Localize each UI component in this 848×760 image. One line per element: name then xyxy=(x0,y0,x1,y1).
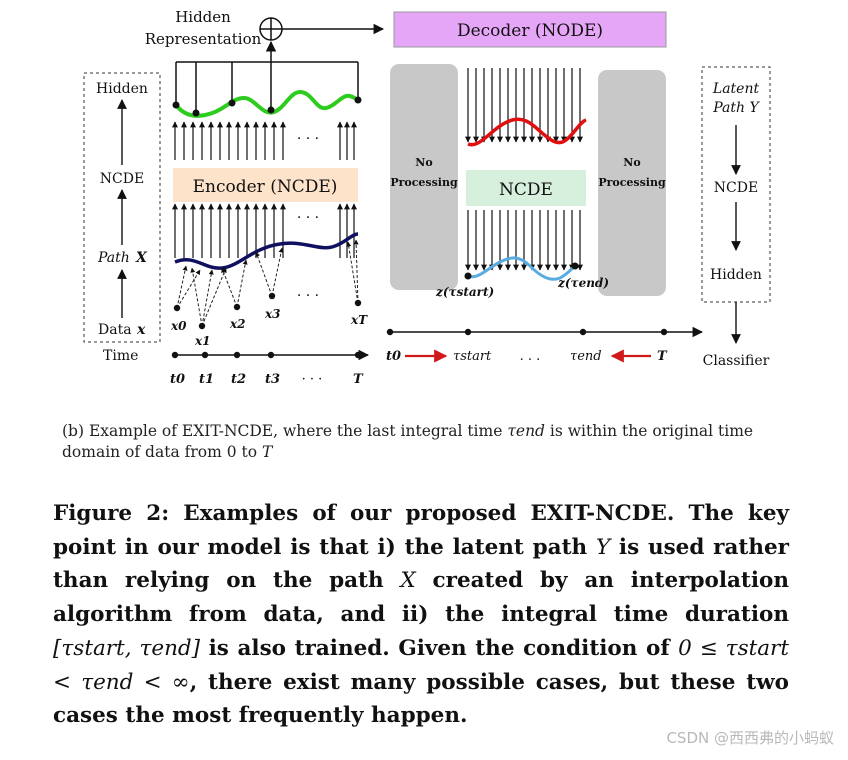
right-latent-label: Latent xyxy=(712,81,760,97)
time-tick-t2: t2 xyxy=(231,372,246,387)
data-point-x1: x1 xyxy=(194,334,211,348)
ncde-box xyxy=(466,170,586,206)
no-processing-right xyxy=(598,70,666,296)
axis-dots: . . . xyxy=(520,349,541,364)
dots-data: · · · xyxy=(297,288,319,304)
hidden-curve xyxy=(174,89,359,118)
time-tick-dots: · · · xyxy=(302,372,323,387)
time-tick-t0: t0 xyxy=(170,372,185,387)
right-ncde-label: NCDE xyxy=(714,180,758,196)
encoder-label: Encoder (NCDE) xyxy=(193,177,338,197)
concat-operator-icon xyxy=(259,17,283,41)
left-hidden-label: Hidden xyxy=(96,81,148,97)
left-path-var: X xyxy=(135,250,148,266)
subcaption: (b) Example of EXIT-NCDE, where the last… xyxy=(62,422,754,461)
encoder-output-arrows xyxy=(172,121,357,160)
ncde-label: NCDE xyxy=(499,180,553,200)
right-hidden-label: Hidden xyxy=(710,267,762,283)
dots-top: · · · xyxy=(297,131,319,147)
svg-text:Processing: Processing xyxy=(390,176,458,189)
figure-caption: Figure 2: Examples of our proposed EXIT-… xyxy=(53,501,789,729)
axis-tau-end: τend xyxy=(570,349,602,364)
classifier-label: Classifier xyxy=(703,353,770,369)
decoder-label: Decoder (NODE) xyxy=(457,21,603,41)
time-label: Time xyxy=(103,348,138,364)
encoder-input-arrows xyxy=(172,203,357,258)
time-tick-T: T xyxy=(353,372,364,387)
data-point-x0: x0 xyxy=(170,319,187,333)
svg-text:Processing: Processing xyxy=(598,176,666,189)
data-points xyxy=(173,292,362,330)
latent-curve-red xyxy=(467,117,587,147)
data-point-x3: x3 xyxy=(264,307,281,321)
svg-text:No: No xyxy=(623,156,640,169)
hidden-bracket xyxy=(175,61,359,113)
exit-ncde-diagram: Hidden Representation Decoder (NODE) Hid… xyxy=(83,8,771,387)
data-point-x2: x2 xyxy=(229,317,246,331)
left-data-label: Data xyxy=(98,322,132,338)
left-data-var: x xyxy=(136,322,146,338)
time-tick-t1: t1 xyxy=(199,372,214,387)
time-tick-t3: t3 xyxy=(265,372,280,387)
watermark: CSDN @西西弗的小蚂蚁 xyxy=(666,729,834,747)
left-path-label: Path xyxy=(97,250,130,266)
z-end-label: z(τend) xyxy=(557,276,609,290)
dots-mid: · · · xyxy=(297,210,319,226)
latent-curve-blue xyxy=(467,256,576,281)
no-processing-left xyxy=(390,64,458,290)
data-point-xT: xT xyxy=(350,313,368,327)
hidden-points xyxy=(172,96,362,117)
left-ncde-label: NCDE xyxy=(100,171,144,187)
z-start-label: z(τstart) xyxy=(435,285,494,299)
left-pipeline-box xyxy=(83,72,161,343)
svg-text:No: No xyxy=(415,156,432,169)
decoder-arrows-top xyxy=(465,68,583,143)
decoder-arrows-bottom xyxy=(465,210,583,271)
path-x-curve xyxy=(174,232,359,270)
axis-tau-start: τstart xyxy=(453,349,492,364)
right-path-label: Path Y xyxy=(712,100,760,116)
encoder-box xyxy=(173,168,358,202)
interpolation-arrows xyxy=(176,239,359,327)
hidden-representation-label-1: Hidden xyxy=(175,8,231,26)
hidden-representation-label-2: Representation xyxy=(145,30,262,48)
axis-t0: t0 xyxy=(386,349,401,364)
decoder-box xyxy=(393,11,667,48)
axis-T: T xyxy=(657,349,668,364)
